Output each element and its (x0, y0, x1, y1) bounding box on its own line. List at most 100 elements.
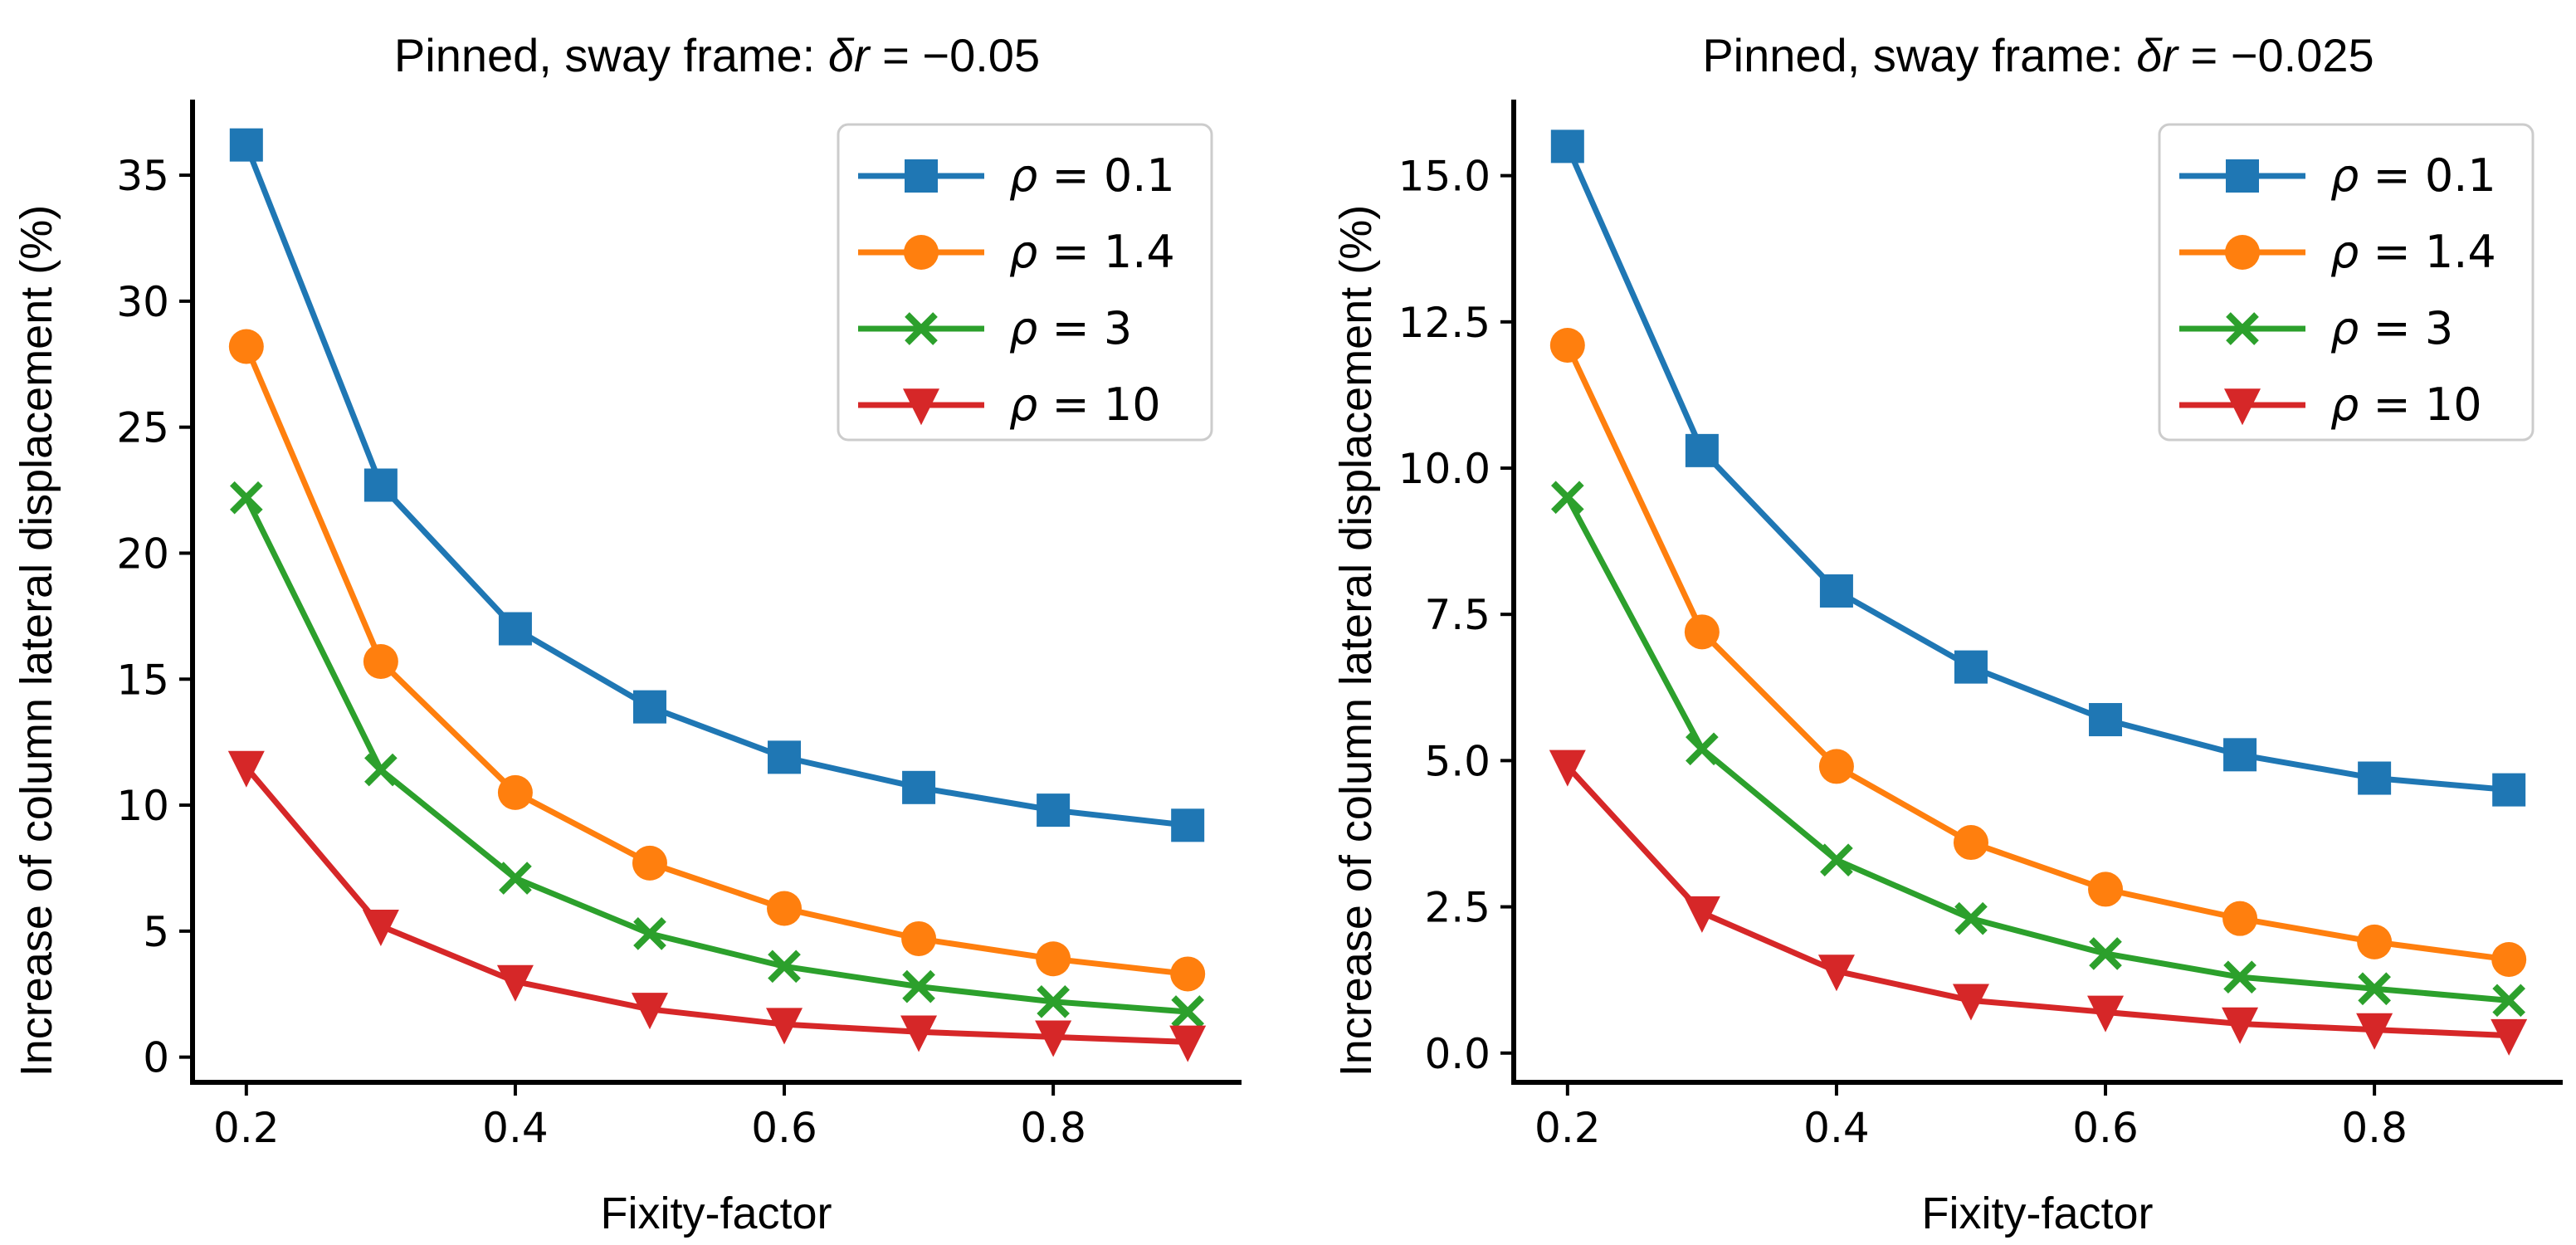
legend-label-3: ρ = 10 (2330, 378, 2482, 431)
x-tick-label: 0.4 (1803, 1104, 1870, 1152)
y-tick-label: 2.5 (1424, 884, 1490, 932)
data-point (1954, 901, 1988, 935)
legend-label-value: = 3 (1037, 302, 1132, 354)
data-point (1035, 1020, 1072, 1057)
legend-label-value: = 3 (2359, 302, 2453, 354)
y-tick-label: 10.0 (1398, 445, 1490, 493)
data-point (767, 891, 803, 926)
data-point (1820, 843, 1853, 877)
y-axis-label: Increase of column lateral displacement … (1331, 205, 1381, 1077)
chart-title-prefix: Pinned, sway frame: (394, 29, 828, 81)
legend-label-symbol: ρ (1009, 302, 1037, 354)
legend-label-symbol: ρ (2330, 226, 2359, 278)
data-point (2357, 924, 2393, 959)
chart-title-prefix: Pinned, sway frame: (1702, 29, 2136, 81)
data-point (2223, 960, 2256, 994)
series-line-3 (244, 765, 1188, 1045)
data-point (632, 845, 667, 881)
data-point (497, 774, 533, 810)
data-point (1549, 749, 1586, 787)
data-point (2358, 972, 2391, 1006)
data-point (1683, 896, 1720, 933)
legend-label-2: ρ = 3 (2330, 302, 2453, 354)
legend-box (2158, 123, 2535, 442)
legend-label-value: = 1.4 (1037, 226, 1174, 278)
x-tick-label: 0.8 (1020, 1104, 1086, 1152)
chart-title: Pinned, sway frame: δr = −0.025 (1702, 29, 2374, 81)
legend-label-value: = 10 (1037, 378, 1160, 431)
series-line-3 (1565, 764, 2510, 1039)
y-tick-label: 20 (116, 530, 169, 578)
data-point (902, 770, 936, 804)
chart-title-symbol: δr (2136, 29, 2179, 81)
data-point (2491, 942, 2527, 977)
data-point (228, 329, 264, 364)
legend-marker-1 (904, 235, 939, 270)
y-tick-label: 0.0 (1424, 1030, 1490, 1078)
legend-label-0: ρ = 0.1 (1009, 149, 1175, 202)
y-tick-label: 7.5 (1424, 591, 1490, 639)
data-point (496, 964, 534, 1002)
data-point (1686, 732, 1719, 766)
x-tick-label: 0.8 (2341, 1104, 2408, 1152)
legend-label-value: = 0.1 (2359, 149, 2496, 202)
data-point (2356, 1013, 2393, 1050)
chart-title-symbol: δr (828, 29, 871, 81)
legend-label-value: = 10 (2359, 378, 2481, 431)
series-line-1 (243, 345, 1188, 977)
legend-marker-1 (2225, 235, 2260, 270)
y-tick-label: 35 (116, 152, 169, 200)
chart-title-value: = −0.025 (2178, 29, 2374, 81)
data-point (768, 740, 802, 774)
data-point (2492, 773, 2526, 807)
data-point (2089, 703, 2123, 737)
data-point (768, 950, 801, 984)
data-point (229, 481, 263, 515)
legend-label-value: = 1.4 (2359, 226, 2496, 278)
data-point (631, 993, 668, 1030)
legend-label-2: ρ = 3 (1009, 302, 1132, 354)
data-point (1818, 749, 1854, 784)
data-point (1550, 481, 1584, 515)
y-tick-label: 30 (116, 278, 169, 326)
legend-label-0: ρ = 0.1 (2330, 149, 2496, 202)
data-point (229, 128, 263, 162)
data-point (1819, 574, 1853, 608)
legend-label-symbol: ρ (2330, 378, 2359, 431)
data-point (364, 753, 398, 787)
y-tick-label: 15.0 (1398, 153, 1490, 201)
data-point (902, 969, 935, 1003)
y-tick-label: 12.5 (1398, 299, 1490, 347)
chart-right: Pinned, sway frame: δr = −0.025 0.2 0.4 0.6… (1331, 29, 2563, 1238)
chart-title: Pinned, sway frame: δr = −0.05 (394, 29, 1040, 81)
data-point (363, 644, 398, 680)
data-point (1954, 650, 1988, 684)
data-point (1171, 808, 1205, 842)
legend-label-1: ρ = 1.4 (1009, 226, 1175, 278)
legend-label-symbol: ρ (2330, 149, 2359, 202)
data-point (2223, 738, 2257, 772)
series-line-0 (1564, 144, 2510, 793)
data-point (1684, 614, 1720, 650)
legend-marker-0 (2226, 159, 2259, 193)
data-point (633, 917, 666, 950)
data-point (1817, 954, 1855, 992)
data-point (1953, 825, 1988, 861)
y-tick-label: 5.0 (1424, 737, 1490, 785)
legend-label-symbol: ρ (1009, 378, 1037, 431)
x-axis-label: Fixity-factor (1921, 1189, 2153, 1238)
y-axis-label: Increase of column lateral displacement … (12, 205, 61, 1077)
data-point (1037, 985, 1070, 1018)
series-line-1 (1564, 344, 2510, 963)
data-point (2492, 984, 2526, 1018)
data-point (1550, 129, 1584, 164)
data-point (227, 750, 265, 788)
x-tick-label: 0.4 (482, 1104, 549, 1152)
data-point (362, 909, 399, 946)
series-line-2 (243, 496, 1188, 1015)
y-tick-label: 15 (116, 656, 169, 704)
legend-marker-2 (905, 312, 938, 345)
y-tick-label: 5 (143, 908, 169, 956)
x-axis-label: Fixity-factor (600, 1189, 832, 1238)
legend-marker-0 (905, 159, 938, 193)
